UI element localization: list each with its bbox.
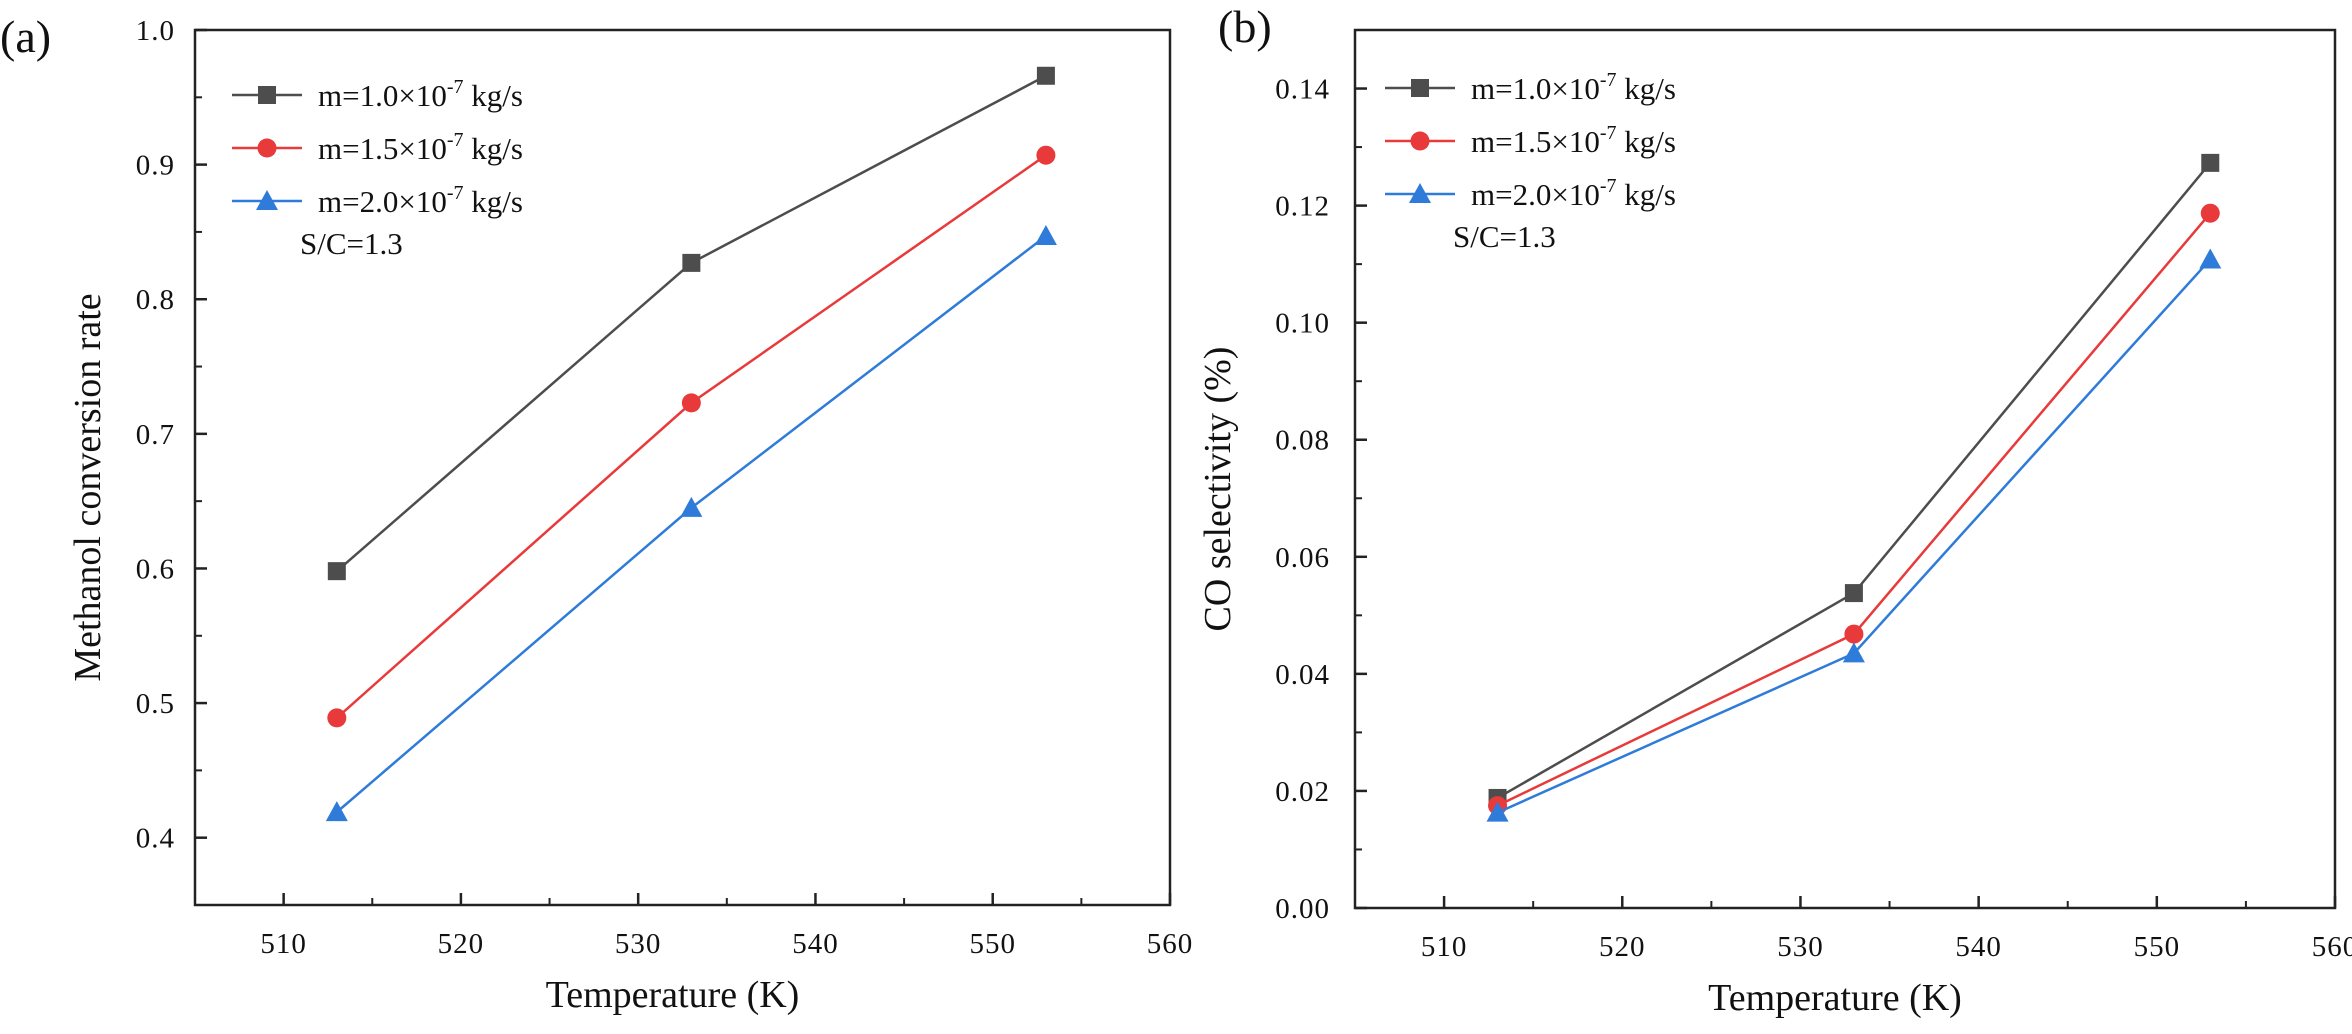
panel-a-series-1-point <box>682 253 701 272</box>
panel-a-legend-label: m=1.0×10-7 kg/s <box>318 76 523 113</box>
panel-a-legend-marker <box>256 190 278 210</box>
panel-b-legend-marker <box>1411 79 1429 97</box>
panel-a-frame <box>193 28 1172 907</box>
panel-b-series-1-point <box>2201 153 2220 172</box>
panel-a-series-3-point <box>325 801 348 822</box>
panel-a-ytick-label: 0.4 <box>136 823 175 855</box>
panel-b-series-3-line <box>1497 258 2212 814</box>
panel-a-legend-marker <box>257 138 277 158</box>
panel-a-legend-marker <box>258 86 276 104</box>
panel-b-xtick-label: 560 <box>2312 931 2352 963</box>
panel-b-legend-label: m=2.0×10-7 kg/s <box>1471 175 1676 212</box>
panel-a-series-3-point <box>680 496 703 517</box>
panel-b-annotation: S/C=1.3 <box>1453 219 1556 254</box>
panel-b-ytick-label: 0.04 <box>1275 659 1330 691</box>
panel-b-ytick-label: 0.06 <box>1275 542 1330 574</box>
panel-a-series-2-point <box>327 708 347 728</box>
panel-a-xtick-label: 520 <box>438 928 485 960</box>
panel-a-series-2-line <box>335 154 1047 719</box>
panel-a-label: (a) <box>0 11 51 62</box>
panel-a-xtick-label: 550 <box>969 928 1016 960</box>
panel-b-series-2-point <box>1844 624 1864 644</box>
panel-a-xtick-label: 560 <box>1147 928 1194 960</box>
panel-a-ytick-label: 0.9 <box>136 150 175 182</box>
panel-b-series-3-point <box>2199 248 2222 269</box>
panel-a-series-2-point <box>681 393 701 413</box>
panel-a-y-axis-title: Methanol conversion rate <box>67 293 109 681</box>
panel-b-series-2-line <box>1497 212 2212 807</box>
panel-b-xtick-label: 520 <box>1599 931 1646 963</box>
panel-b-xtick-label: 540 <box>1955 931 2002 963</box>
panel-a-legend-label: m=1.5×10-7 kg/s <box>318 129 523 166</box>
panel-b-xtick-label: 550 <box>2134 931 2181 963</box>
panel-a-ytick-label: 0.7 <box>136 419 175 451</box>
panel-b-frame <box>1353 28 2337 910</box>
panel-b-ytick-label: 0.00 <box>1275 893 1330 925</box>
panel-a-series-3-point <box>1034 224 1057 245</box>
panel-b-ytick-label: 0.10 <box>1275 308 1330 340</box>
panel-b-x-axis-title: Temperature (K) <box>1708 977 1962 1019</box>
panel-a-series-1-point <box>1036 66 1055 85</box>
panel-a-ytick-label: 1.0 <box>136 15 175 47</box>
panel-b-ytick-label: 0.02 <box>1275 776 1330 808</box>
panel-b-series-1-point <box>1844 584 1863 603</box>
panel-b-xtick-label: 530 <box>1777 931 1824 963</box>
panel-a-annotation: S/C=1.3 <box>300 226 403 261</box>
panel-b-series-1-line <box>1496 162 2212 800</box>
panel-a-ytick-label: 0.8 <box>136 284 175 316</box>
panel-a-xtick-label: 540 <box>792 928 839 960</box>
panel-a-x-axis-title: Temperature (K) <box>546 974 800 1016</box>
panel-b: 510 520 530 540 550 560 0.00 0.02 0.04 0.06 0.08 0.… <box>1197 1 2352 1019</box>
panel-b-y-axis-title: CO selectivity (%) <box>1197 347 1239 632</box>
panel-a-series-3-line <box>336 234 1047 814</box>
panel-b-ytick-label: 0.14 <box>1275 74 1330 106</box>
panel-b-legend-marker <box>1409 183 1431 203</box>
panel-a: 510 520 530 540 550 560 0.4 0.5 0.6 0.7 0.8 0.9 1.0 T… <box>0 11 1194 1016</box>
panel-b-label: (b) <box>1218 1 1272 52</box>
panel-b-ytick-label: 0.08 <box>1275 425 1330 457</box>
panel-b-legend-label: m=1.5×10-7 kg/s <box>1471 122 1676 159</box>
panel-a-legend-label: m=2.0×10-7 kg/s <box>318 182 523 219</box>
panel-a-series-2-point <box>1036 145 1056 165</box>
panel-a-xtick-label: 510 <box>260 928 307 960</box>
panel-b-series-3-point <box>1486 801 1509 822</box>
panel-b-legend-marker <box>1410 131 1430 151</box>
panel-a-series-1-point <box>327 562 346 581</box>
panel-b-series-3-point <box>1842 642 1865 663</box>
panel-b-xtick-label: 510 <box>1421 931 1468 963</box>
panel-a-ytick-label: 0.5 <box>136 688 175 720</box>
panel-b-legend-label: m=1.0×10-7 kg/s <box>1471 69 1676 106</box>
panel-a-ytick-label: 0.6 <box>136 553 175 585</box>
panel-a-xtick-label: 530 <box>615 928 662 960</box>
panel-b-series-2-point <box>2200 203 2220 223</box>
panel-b-ytick-label: 0.12 <box>1275 191 1330 223</box>
